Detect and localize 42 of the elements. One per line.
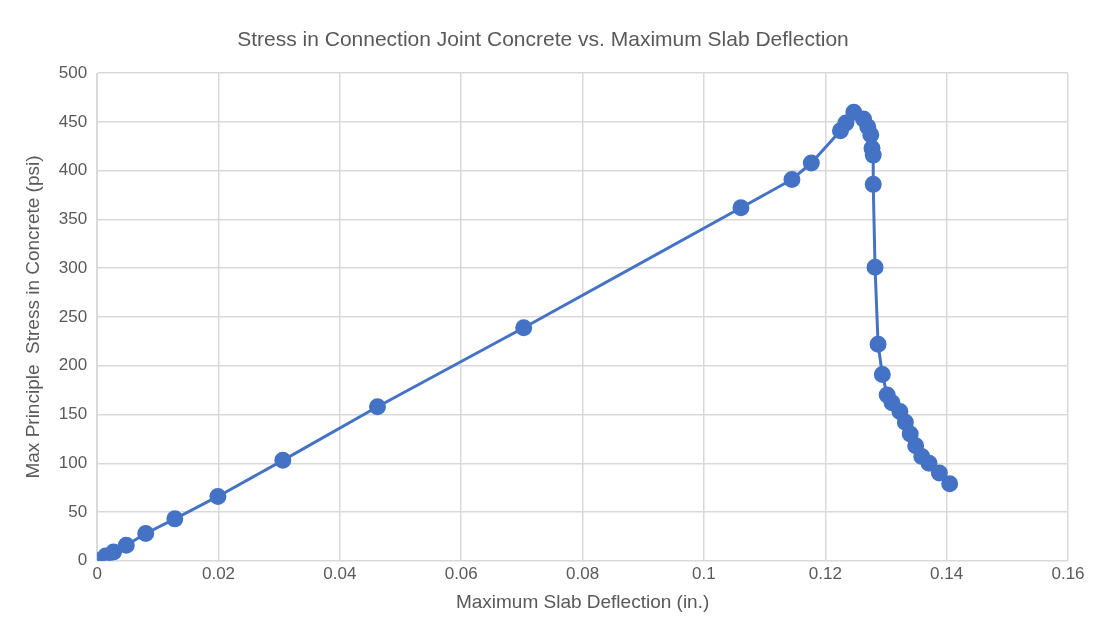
x-tick-label: 0.04: [323, 563, 357, 583]
point: [209, 487, 227, 505]
x-tick-label: 0.12: [808, 563, 842, 583]
y-tick-label: 300: [58, 257, 88, 277]
x-tick-label: 0.08: [566, 563, 600, 583]
y-tick-label: 350: [58, 209, 88, 229]
point: [274, 451, 292, 469]
y-tick-label: 50: [68, 501, 88, 521]
y-tick-label: 150: [58, 404, 88, 424]
point: [869, 335, 887, 353]
point: [783, 171, 801, 188]
point: [117, 536, 135, 554]
x-tick-label: 0.1: [692, 563, 716, 583]
point: [105, 543, 123, 561]
y-tick-label: 500: [58, 62, 88, 82]
point: [368, 398, 386, 416]
chart-title: Stress in Connection Joint Concrete vs. Maximum Slab Deflection: [237, 27, 849, 51]
point: [866, 258, 884, 276]
point: [941, 475, 959, 493]
point: [930, 464, 948, 482]
y-tick-label: 250: [58, 306, 88, 326]
x-tick-label: 0.02: [201, 563, 236, 583]
y-tick-label: 450: [58, 111, 88, 131]
point: [166, 510, 184, 528]
point: [802, 154, 820, 172]
x-tick-label: 0.06: [444, 563, 478, 583]
y-tick-label: 400: [58, 160, 88, 180]
y-axis-title: Max Principle Stress in Concrete (psi): [21, 155, 43, 479]
point: [873, 366, 891, 384]
x-tick-label: 0.16: [1051, 563, 1085, 583]
point: [864, 175, 882, 193]
x-tick-label: 0: [92, 563, 102, 583]
point: [515, 319, 533, 337]
point: [732, 199, 750, 217]
y-tick-label: 100: [58, 452, 88, 472]
x-axis-title: Maximum Slab Deflection (in.): [455, 590, 710, 612]
y-tick-label: 200: [58, 355, 88, 375]
x-tick-label: 0.14: [930, 563, 964, 583]
point: [137, 524, 155, 542]
point: [920, 454, 938, 472]
point: [862, 126, 880, 144]
y-tick-label: 0: [77, 550, 88, 570]
